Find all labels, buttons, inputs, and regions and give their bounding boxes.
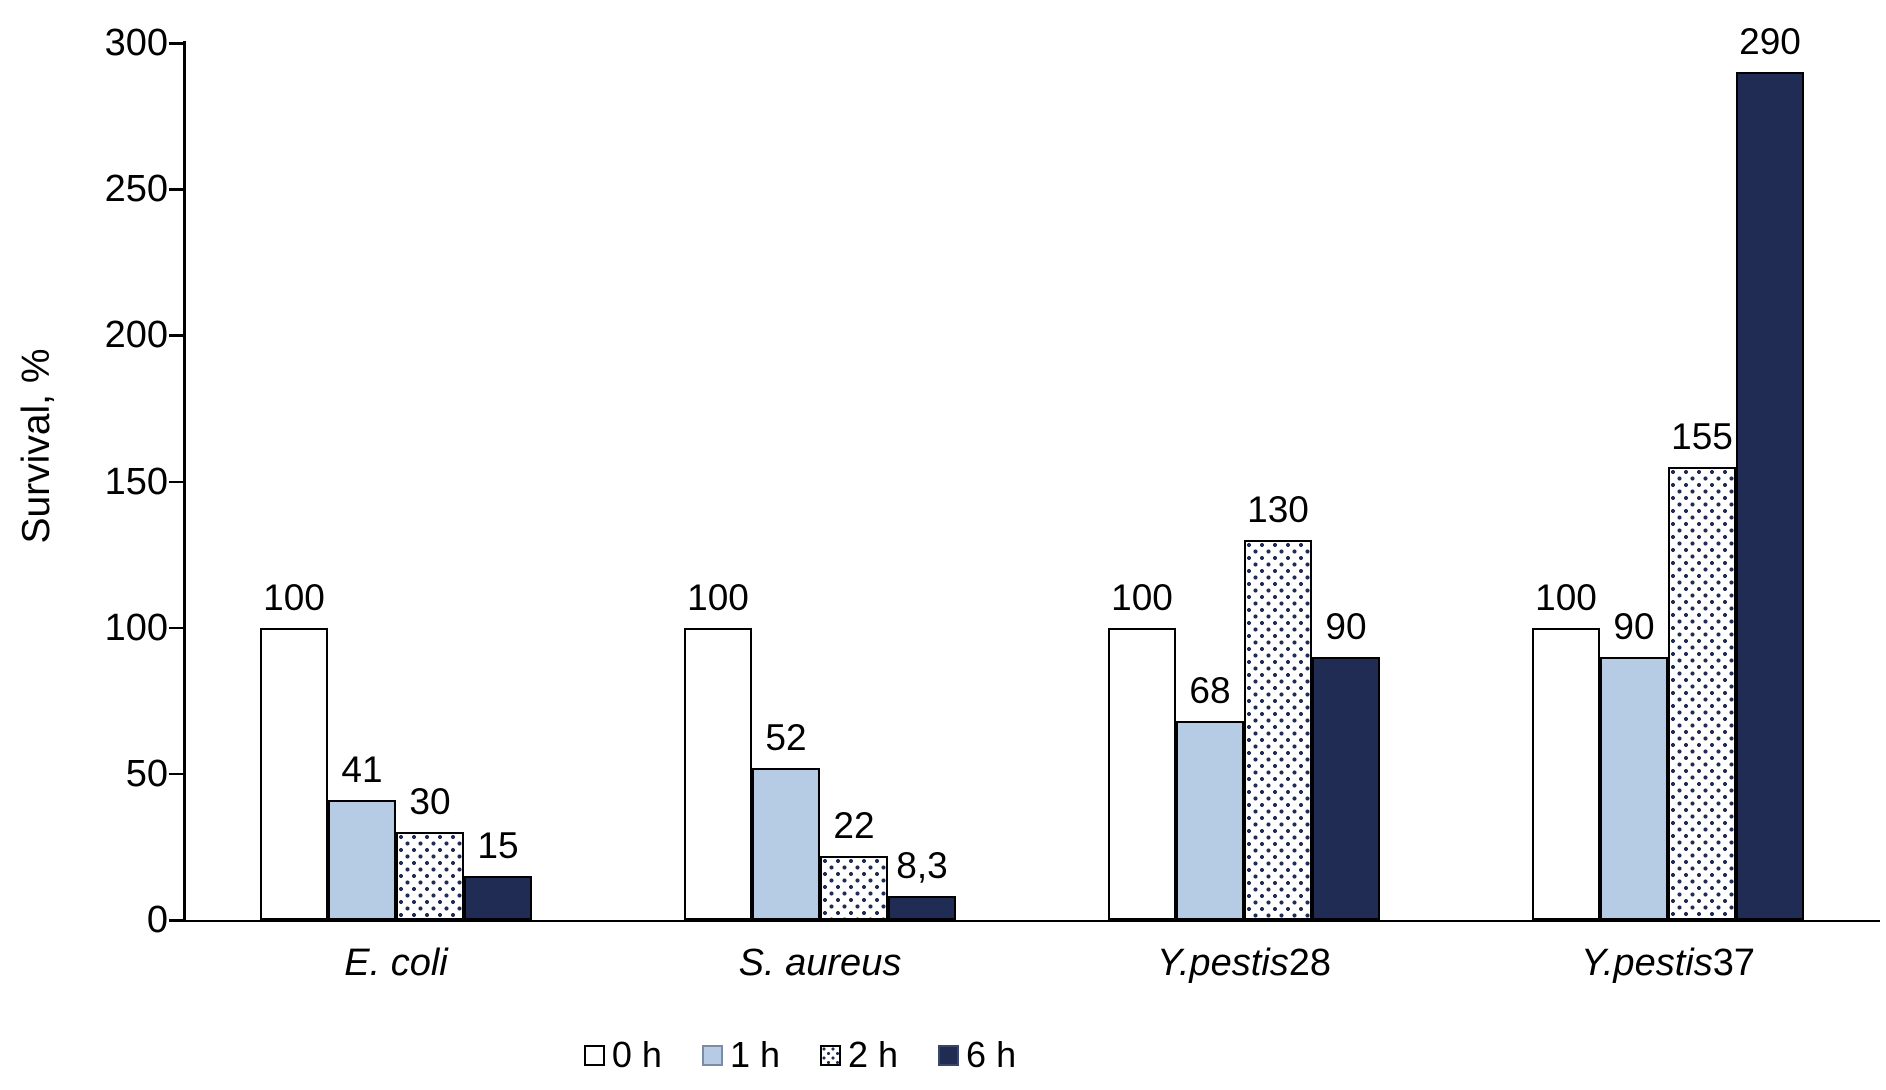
bar [328, 800, 396, 920]
bar-value-label: 100 [1111, 576, 1173, 618]
category-label-italic-part: Y.pestis [1157, 942, 1289, 984]
bar [396, 832, 464, 920]
legend-swatch-navy [938, 1044, 960, 1066]
y-tick [169, 919, 184, 922]
bar [1600, 656, 1668, 920]
bar-value-label: 100 [1535, 576, 1597, 618]
bar-value-label: 290 [1739, 21, 1801, 63]
y-tick-label: 0 [146, 899, 168, 941]
legend-swatch-white [583, 1044, 605, 1066]
category-label-italic-part: Y.pestis [1581, 942, 1713, 984]
category-label: S. aureus [739, 942, 902, 984]
bar-value-label: 100 [263, 576, 325, 618]
bar [1668, 466, 1736, 920]
y-tick-label: 50 [125, 752, 168, 795]
y-tick [169, 772, 184, 776]
y-tick [169, 480, 184, 483]
bar [260, 627, 328, 920]
bar-value-label: 100 [687, 576, 749, 618]
bar-value-label: 52 [765, 716, 807, 758]
bar [888, 895, 956, 920]
y-tick [169, 42, 184, 45]
category-label-plain-part: 28 [1288, 942, 1331, 984]
bar [752, 767, 820, 920]
y-tick-label: 200 [104, 314, 168, 357]
legend-swatch-dotted [820, 1044, 841, 1066]
y-tick-label: 100 [104, 606, 168, 649]
bar [820, 855, 888, 920]
bar [1312, 656, 1380, 920]
legend-item: 6 h [938, 1036, 1016, 1074]
bar-value-label: 155 [1671, 415, 1733, 457]
y-axis [183, 41, 186, 922]
y-tick [169, 334, 184, 337]
legend-item: 1 h [701, 1034, 780, 1075]
category-label-plain-part: 37 [1712, 942, 1755, 984]
y-axis-title: Survival, % [15, 348, 58, 544]
bar-value-label: 15 [477, 825, 519, 867]
bar-value-label: 8,3 [896, 844, 948, 886]
legend-swatch-lightblue [701, 1044, 723, 1066]
x-axis [183, 919, 1880, 922]
bar [1176, 721, 1244, 920]
legend-label: 6 h [966, 1034, 1017, 1075]
bar-value-label: 68 [1189, 670, 1231, 712]
legend-label: 1 h [729, 1034, 780, 1075]
bar [684, 627, 752, 920]
bar-value-label: 30 [409, 781, 451, 823]
legend: 0 h 1 h 2 h 6 h [0, 1036, 1600, 1074]
y-tick-label: 250 [104, 168, 168, 211]
legend-label: 0 h [611, 1034, 662, 1075]
category-label: Y.pestis28 [1157, 942, 1331, 984]
category-label: Y.pestis37 [1581, 942, 1755, 984]
bar [464, 876, 532, 920]
bar [1244, 539, 1312, 920]
y-tick [169, 626, 184, 630]
bar [1532, 627, 1600, 920]
bar-value-label: 90 [1325, 605, 1367, 647]
legend-item: 2 h [820, 1036, 898, 1074]
bar-value-label: 90 [1613, 605, 1655, 647]
legend-item: 0 h [583, 1034, 662, 1075]
bar-value-label: 130 [1247, 488, 1309, 530]
category-label-italic-part: E. coli [344, 942, 448, 984]
y-tick [169, 188, 184, 191]
bar [1736, 72, 1804, 920]
legend-label: 2 h [848, 1034, 899, 1075]
bar-value-label: 41 [341, 749, 383, 791]
y-tick-label: 300 [104, 22, 168, 64]
bar [1108, 627, 1176, 920]
category-label-italic-part: S. aureus [738, 942, 902, 984]
category-label: E. coli [344, 942, 447, 984]
bar-value-label: 22 [833, 804, 875, 846]
y-tick-label: 150 [104, 460, 168, 503]
